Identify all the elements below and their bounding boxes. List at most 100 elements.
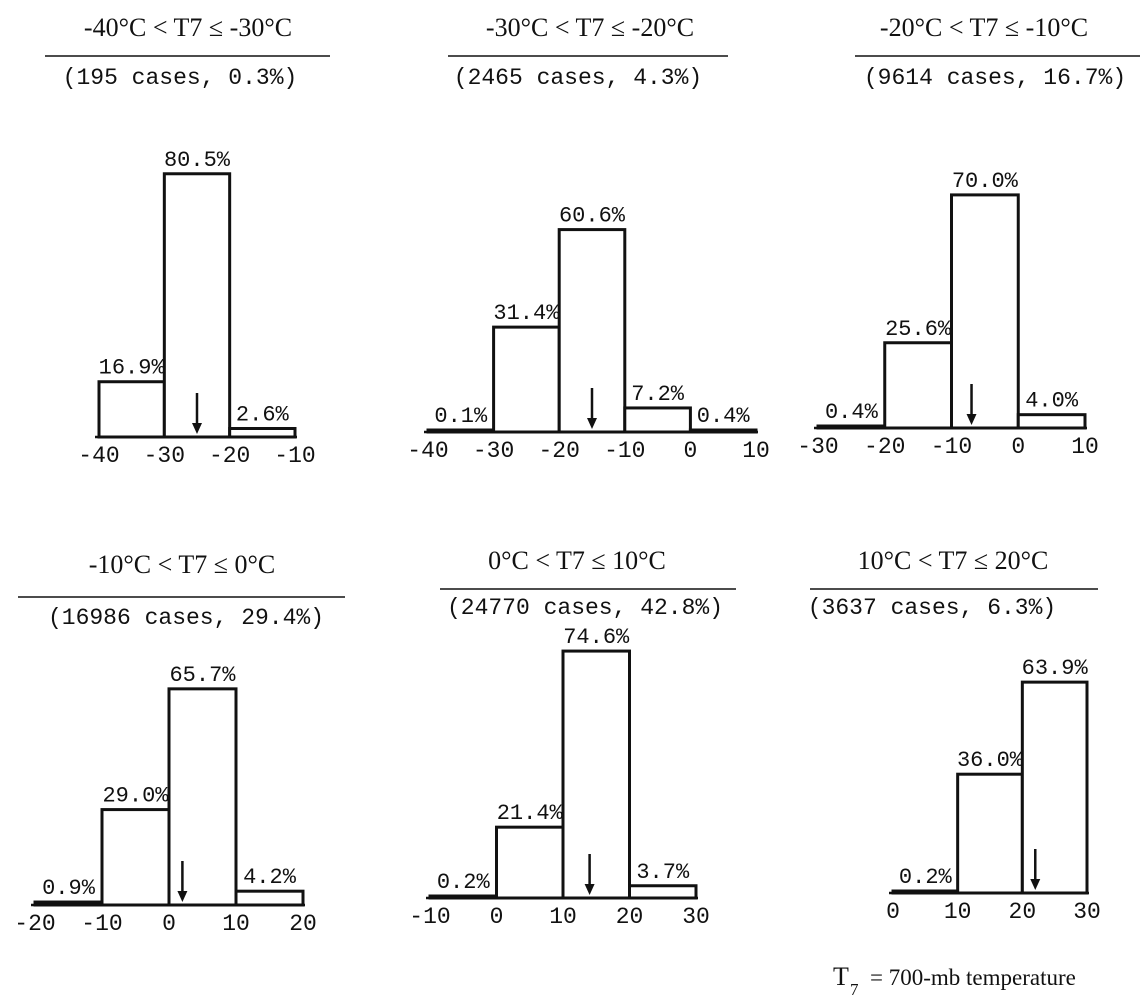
mean-arrow-head: [1030, 879, 1041, 890]
plot-area: 0.1% 31.4% 60.6% 7.2% 0.4% -40 -30 -20 -10 0 10: [407, 204, 770, 464]
legend-subscript: 7: [850, 980, 859, 999]
x-tick-label: -40: [407, 438, 448, 464]
x-tick-label: -10: [81, 911, 122, 937]
bar-value-label: 80.5%: [164, 148, 231, 173]
x-tick-label: -10: [274, 443, 315, 469]
bar-value-label: 65.7%: [169, 663, 236, 688]
x-tick-label: 0: [162, 911, 176, 937]
bar-value-label: 0.4%: [697, 404, 751, 429]
x-tick-label: -20: [864, 434, 905, 460]
bar-value-label: 0.4%: [825, 400, 879, 425]
panel-title: -40°C < T7 ≤ -30°C: [84, 13, 292, 42]
histogram-bar: [950, 193, 1020, 430]
x-tick-label: 0: [886, 899, 900, 925]
histogram-bar: [228, 426, 297, 439]
x-tick-label: -20: [538, 438, 579, 464]
bar-value-label: 7.2%: [631, 382, 685, 407]
x-tick-label: 10: [549, 904, 577, 930]
bar-value-label: 0.9%: [42, 876, 96, 901]
histogram-panel-1: -40°C < T7 ≤ -30°C (195 cases, 0.3%) 16.…: [45, 13, 330, 469]
x-tick-label: 10: [742, 438, 770, 464]
panel-title: 10°C < T7 ≤ 20°C: [858, 546, 1049, 575]
mean-arrow-head: [966, 414, 977, 425]
bar-value-label: 0.2%: [899, 865, 953, 890]
bar-value-label: 4.0%: [1025, 389, 1079, 414]
histogram-bar: [495, 825, 565, 900]
histogram-panel-4: -10°C < T7 ≤ 0°C (16986 cases, 29.4%) 0.…: [14, 550, 345, 937]
bar-value-label: 21.4%: [497, 801, 564, 826]
panel-title: -10°C < T7 ≤ 0°C: [89, 550, 275, 579]
legend-note: T 7 = 700-mb temperature: [833, 962, 1076, 999]
plot-area: 0.9% 29.0% 65.7% 4.2% -20 -10 0 10 20: [14, 663, 317, 937]
x-tick-label: -30: [473, 438, 514, 464]
x-tick-label: 0: [683, 438, 697, 464]
plot-area: 0.2% 36.0% 63.9% 0 10 20 30: [886, 656, 1101, 925]
plot-area: 16.9% 80.5% 2.6% -40 -30 -20 -10: [78, 148, 315, 469]
panel-subtitle: (3637 cases, 6.3%): [808, 595, 1056, 621]
x-tick-label: -10: [931, 434, 972, 460]
panel-title: 0°C < T7 ≤ 10°C: [488, 546, 666, 575]
plot-area: 0.2% 21.4% 74.6% 3.7% -10 0 10 20 30: [409, 625, 710, 930]
histogram-bar: [234, 889, 305, 907]
panel-title: -30°C < T7 ≤ -20°C: [486, 13, 694, 42]
x-tick-label: -30: [144, 443, 185, 469]
mean-arrow-head: [192, 423, 202, 434]
bar-value-label: 74.6%: [563, 625, 630, 650]
bar-value-label: 0.1%: [434, 404, 488, 429]
bar-value-label: 70.0%: [952, 169, 1019, 194]
bar-value-label: 4.2%: [243, 865, 297, 890]
x-tick-label: -20: [209, 443, 250, 469]
mean-arrow-head: [584, 884, 595, 895]
histogram-bar: [1020, 680, 1089, 895]
legend-text: = 700-mb temperature: [870, 965, 1076, 990]
bar-value-label: 2.6%: [236, 402, 290, 427]
x-tick-label: 0: [1011, 434, 1025, 460]
x-tick-label: 30: [1073, 899, 1101, 925]
bar-value-label: 16.9%: [99, 356, 166, 381]
histogram-bar: [628, 884, 698, 900]
histogram-bar: [100, 808, 171, 907]
panel-subtitle: (24770 cases, 42.8%): [447, 595, 723, 621]
bar-value-label: 36.0%: [957, 748, 1024, 773]
x-tick-label: -20: [14, 911, 55, 937]
x-tick-label: -10: [604, 438, 645, 464]
histogram-bar: [623, 406, 692, 434]
histogram-bar: [1016, 413, 1087, 430]
x-tick-label: 30: [682, 904, 710, 930]
bar-value-label: 3.7%: [636, 860, 690, 885]
mean-arrow-head: [177, 891, 188, 902]
x-tick-label: 10: [944, 899, 972, 925]
bar-value-label: 25.6%: [885, 317, 952, 342]
x-tick-label: 20: [616, 904, 644, 930]
histogram-bar: [956, 772, 1024, 895]
x-tick-label: 20: [1009, 899, 1037, 925]
x-tick-label: 10: [1071, 434, 1099, 460]
histogram-bar: [492, 325, 561, 434]
plot-area: 0.4% 25.6% 70.0% 4.0% -30 -20 -10 0 10: [797, 169, 1099, 460]
panel-subtitle: (9614 cases, 16.7%): [864, 65, 1126, 91]
histogram-panel-6: 10°C < T7 ≤ 20°C (3637 cases, 6.3%) 0.2%…: [808, 546, 1101, 925]
x-tick-label: -10: [409, 904, 450, 930]
histogram-bar: [561, 649, 631, 900]
histogram-panel-2: -30°C < T7 ≤ -20°C (2465 cases, 4.3%) 0.…: [407, 13, 770, 464]
legend-symbol: T: [833, 962, 849, 991]
panel-title: -20°C < T7 ≤ -10°C: [880, 13, 1088, 42]
bar-value-label: 63.9%: [1022, 656, 1089, 681]
x-tick-label: 10: [222, 911, 250, 937]
panel-subtitle: (16986 cases, 29.4%): [48, 605, 324, 631]
bar-value-label: 0.2%: [437, 870, 491, 895]
x-tick-label: 20: [289, 911, 317, 937]
x-tick-label: -40: [78, 443, 119, 469]
panel-subtitle: (2465 cases, 4.3%): [454, 65, 702, 91]
histogram-bar: [167, 687, 238, 907]
panel-subtitle: (195 cases, 0.3%): [63, 65, 298, 91]
bar-value-label: 29.0%: [102, 784, 169, 809]
histogram-bar: [883, 341, 953, 430]
histogram-panel-3: -20°C < T7 ≤ -10°C (9614 cases, 16.7%) 0…: [797, 13, 1140, 460]
mean-arrow-head: [587, 418, 597, 429]
x-tick-label: -30: [797, 434, 838, 460]
histogram-bar: [97, 380, 166, 439]
bar-value-label: 31.4%: [493, 301, 560, 326]
x-tick-label: 0: [490, 904, 504, 930]
